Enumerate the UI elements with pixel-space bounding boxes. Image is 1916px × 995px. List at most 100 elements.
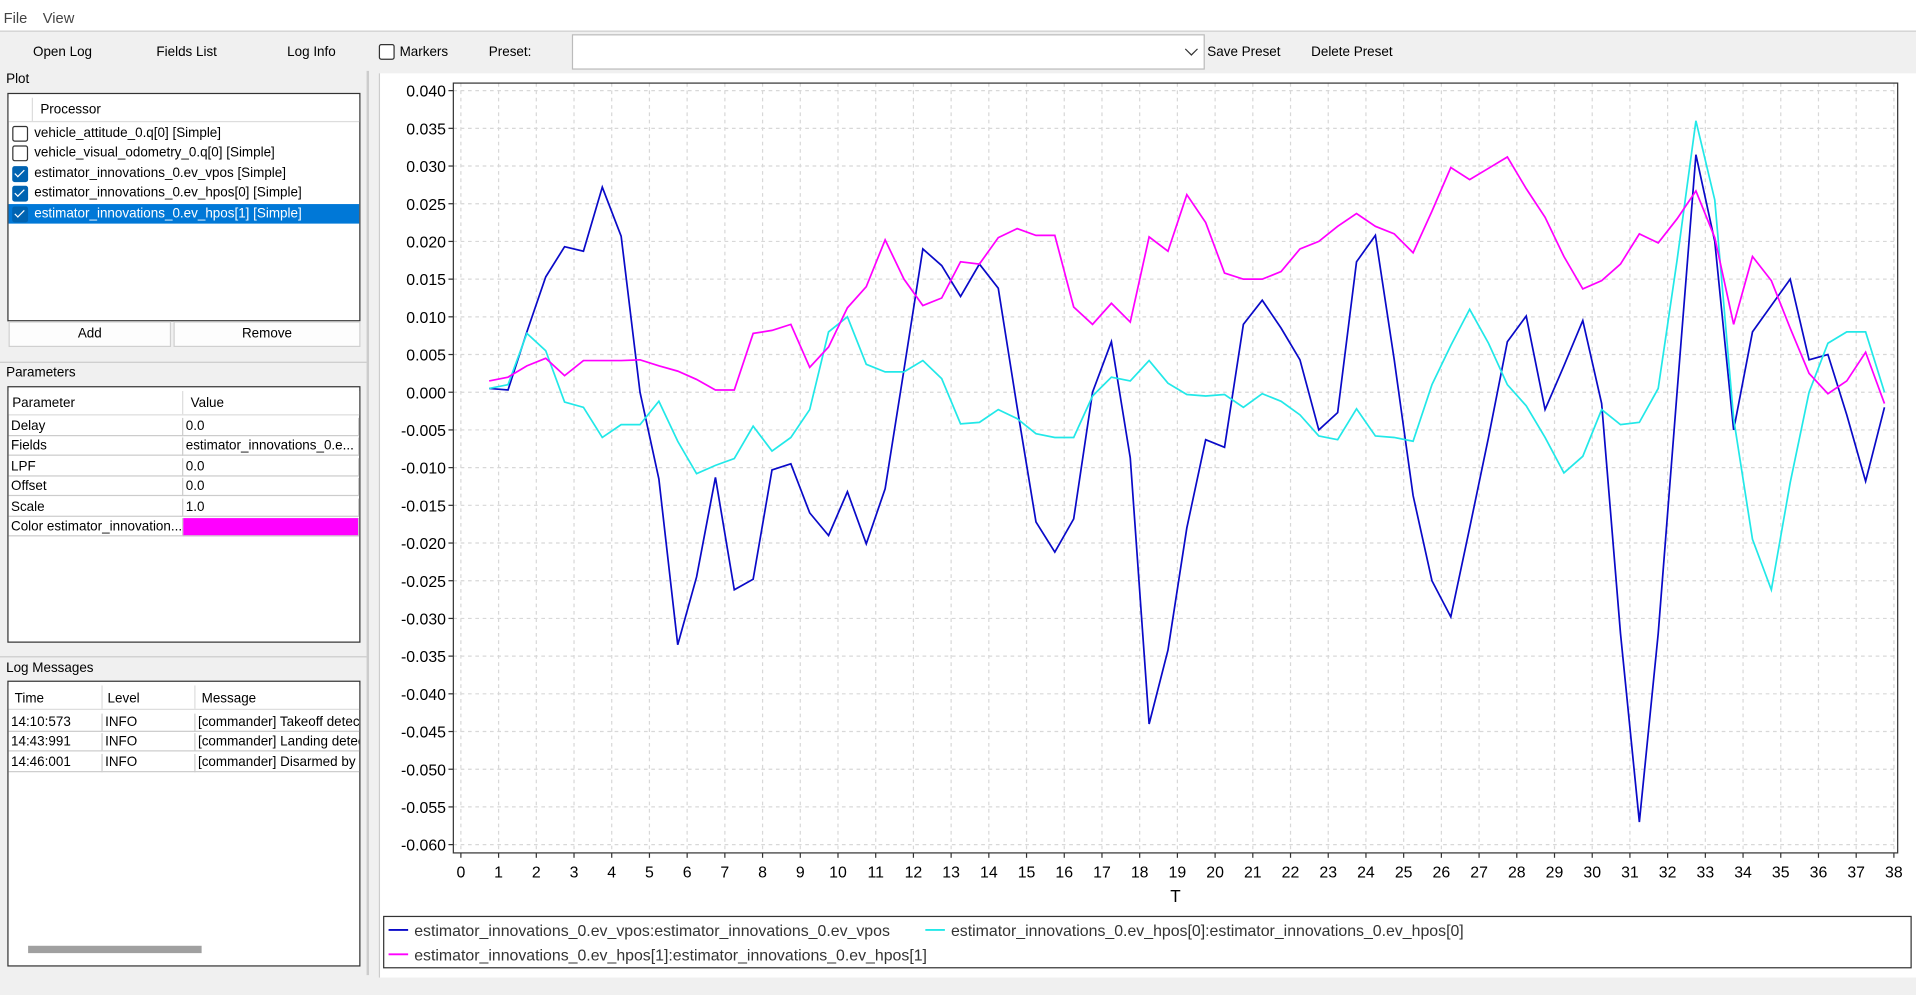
header-divider bbox=[182, 391, 184, 415]
legend-label: estimator_innovations_0.ev_hpos[1]:estim… bbox=[414, 947, 927, 964]
group-title: Parameters bbox=[6, 365, 76, 381]
parameter-row: LPF 0.0 bbox=[8, 457, 360, 478]
item-checkbox[interactable] bbox=[12, 145, 29, 162]
header-label: Value bbox=[190, 395, 225, 411]
panel-splitter[interactable] bbox=[366, 70, 370, 976]
parameter-value[interactable]: 0.0 bbox=[183, 417, 360, 437]
parameter-value[interactable]: 0.0 bbox=[183, 478, 360, 497]
header-label: Processor bbox=[40, 102, 101, 118]
parameter-value[interactable]: estimator_innovations_0.e... bbox=[183, 437, 360, 457]
series-line bbox=[488, 120, 1886, 594]
y-tick-label: 0.020 bbox=[406, 235, 446, 252]
horizontal-scrollbar[interactable] bbox=[28, 945, 202, 954]
x-tick-label: 27 bbox=[1470, 864, 1488, 881]
x-tick-label: 19 bbox=[1169, 864, 1187, 881]
parameter-name: Fields bbox=[8, 437, 184, 457]
processor-item[interactable]: vehicle_visual_odometry_0.q[0] [Simple] bbox=[9, 143, 360, 163]
parameter-row: Offset 0.0 bbox=[8, 478, 360, 498]
x-axis-label: T bbox=[1170, 887, 1181, 906]
separator bbox=[0, 361, 367, 363]
item-checkbox[interactable] bbox=[12, 206, 29, 222]
parameter-name: Color estimator_innovation... bbox=[8, 518, 184, 537]
parameter-row: Fields estimator_innovations_0.e... bbox=[8, 437, 360, 458]
remove-button[interactable]: Remove bbox=[173, 321, 361, 348]
parameter-name: Delay bbox=[8, 417, 184, 437]
parameter-value[interactable]: 1.0 bbox=[183, 498, 360, 517]
log-cell: 14:43:991 bbox=[8, 733, 103, 752]
legend-label: estimator_innovations_0.ev_vpos:estimato… bbox=[414, 923, 890, 940]
parameter-row: Delay 0.0 bbox=[8, 417, 360, 438]
item-checkbox[interactable] bbox=[12, 185, 29, 202]
log-cell: 14:46:001 bbox=[8, 753, 103, 773]
x-tick-label: 4 bbox=[607, 864, 616, 881]
header-label: Level bbox=[107, 691, 140, 707]
processor-item[interactable]: vehicle_attitude_0.q[0] [Simple] bbox=[9, 123, 360, 143]
add-button[interactable]: Add bbox=[8, 321, 172, 348]
processor-item[interactable]: estimator_innovations_0.ev_hpos[1] [Simp… bbox=[8, 203, 360, 224]
parameter-color[interactable] bbox=[183, 518, 360, 537]
parameter-name: Offset bbox=[8, 478, 184, 497]
markers-label[interactable]: Markers bbox=[399, 45, 449, 60]
log-cell: INFO bbox=[102, 733, 196, 752]
x-tick-label: 8 bbox=[758, 864, 767, 881]
x-tick-label: 37 bbox=[1847, 864, 1865, 881]
menu-bar bbox=[0, 0, 1916, 32]
x-tick-label: 26 bbox=[1433, 864, 1451, 881]
header-label: Time bbox=[14, 691, 45, 707]
plot-area: 0.040 0.035 0.030 0.025 0.020 0.015 0.010 0.005… bbox=[378, 73, 1916, 978]
y-tick-label: 0.030 bbox=[406, 159, 446, 176]
x-tick-label: 10 bbox=[829, 864, 847, 881]
y-tick-label: 0.040 bbox=[406, 84, 446, 101]
x-tick-label: 6 bbox=[683, 864, 692, 881]
y-tick-label: -0.060 bbox=[401, 838, 446, 855]
x-tick-label: 35 bbox=[1772, 864, 1790, 881]
header-label: Parameter bbox=[12, 395, 75, 411]
y-tick-label: -0.045 bbox=[401, 725, 446, 742]
x-tick-label: 33 bbox=[1697, 864, 1715, 881]
item-label: estimator_innovations_0.ev_hpos[0] [Simp… bbox=[34, 185, 302, 201]
markers-checkbox[interactable] bbox=[378, 43, 395, 60]
parameter-value[interactable]: 0.0 bbox=[183, 457, 360, 477]
x-tick-label: 22 bbox=[1282, 864, 1300, 881]
y-tick-label: 0.025 bbox=[406, 197, 446, 214]
y-tick-label: 0.010 bbox=[406, 310, 446, 327]
menu-item[interactable]: File bbox=[3, 9, 28, 27]
x-tick-label: 32 bbox=[1659, 864, 1677, 881]
toolbar-button[interactable]: Fields List bbox=[156, 45, 217, 60]
x-tick-label: 12 bbox=[905, 864, 923, 881]
header-divider bbox=[194, 685, 196, 709]
item-checkbox[interactable] bbox=[12, 165, 29, 182]
x-tick-label: 38 bbox=[1885, 864, 1903, 881]
parameter-row: Color estimator_innovation... bbox=[8, 518, 360, 538]
preset-combo[interactable] bbox=[571, 34, 1205, 70]
chart: 0.040 0.035 0.030 0.025 0.020 0.015 0.010 0.005… bbox=[383, 82, 1912, 969]
x-tick-label: 24 bbox=[1357, 864, 1375, 881]
processor-item[interactable]: estimator_innovations_0.ev_hpos[0] [Simp… bbox=[9, 184, 360, 204]
x-tick-label: 2 bbox=[532, 864, 541, 881]
save-preset-button[interactable]: Save Preset bbox=[1207, 45, 1281, 60]
legend-box bbox=[383, 915, 1912, 969]
x-tick-label: 29 bbox=[1546, 864, 1564, 881]
menu-item[interactable]: View bbox=[42, 9, 75, 27]
series-line bbox=[488, 155, 1886, 404]
x-tick-label: 14 bbox=[980, 864, 998, 881]
toolbar-button[interactable]: Log Info bbox=[287, 45, 336, 60]
toolbar-button[interactable]: Open Log bbox=[32, 45, 93, 60]
x-tick-label: 0 bbox=[456, 864, 465, 881]
legend-label: estimator_innovations_0.ev_hpos[0]:estim… bbox=[951, 923, 1464, 940]
item-checkbox[interactable] bbox=[12, 125, 29, 142]
x-tick-label: 31 bbox=[1621, 864, 1639, 881]
y-tick-label: 0.000 bbox=[406, 385, 446, 402]
header-divider bbox=[101, 685, 103, 709]
group-title: Log Messages bbox=[6, 661, 94, 676]
delete-preset-button[interactable]: Delete Preset bbox=[1311, 45, 1393, 60]
log-cell: INFO bbox=[102, 713, 196, 732]
x-tick-label: 3 bbox=[570, 864, 579, 881]
x-tick-label: 28 bbox=[1508, 864, 1526, 881]
log-cell: 14:10:573 bbox=[8, 713, 103, 732]
combo-arrow bbox=[1184, 48, 1198, 56]
log-row: 14:46:001 INFO [commander] Disarmed by l bbox=[8, 753, 360, 774]
processor-item[interactable]: estimator_innovations_0.ev_vpos [Simple] bbox=[9, 163, 360, 183]
parameter-name: Scale bbox=[8, 498, 184, 517]
